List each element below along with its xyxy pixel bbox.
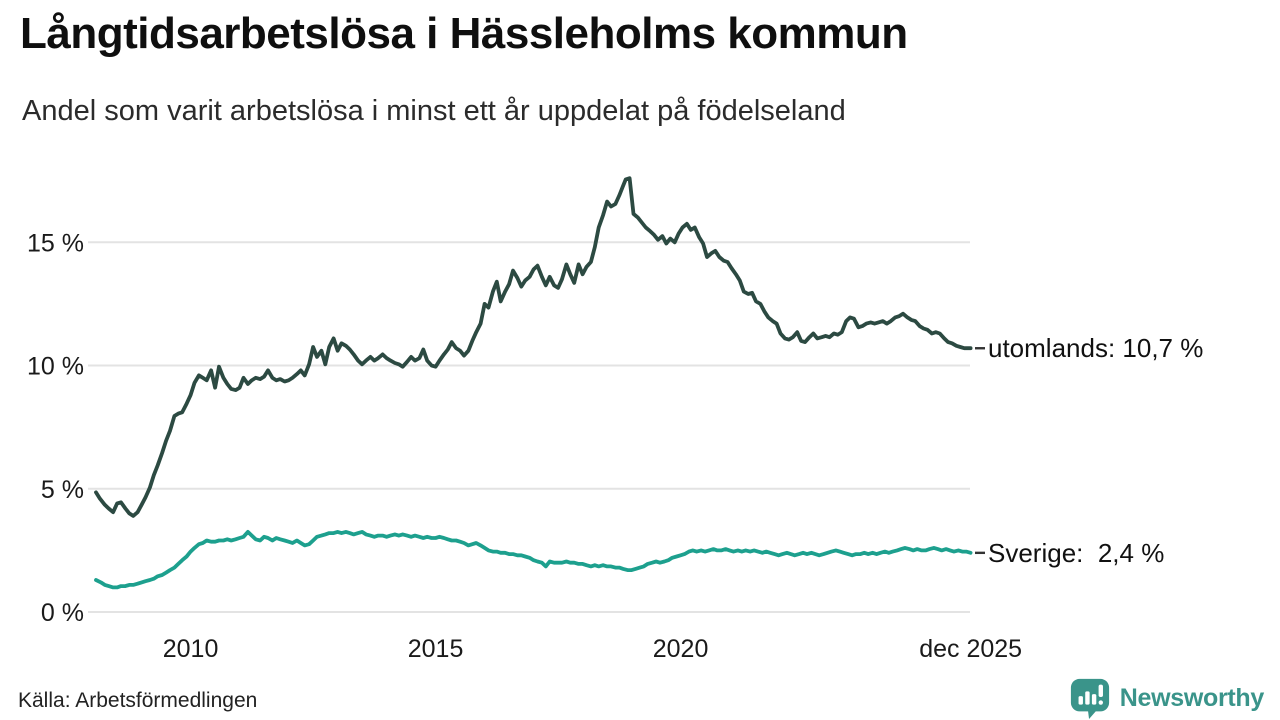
x-tick-label: 2020 <box>653 635 709 663</box>
y-axis-labels: 0 % 5 % 10 % 15 % <box>27 229 84 627</box>
series-line-sverige <box>94 530 973 590</box>
y-tick-label: 15 % <box>27 229 84 257</box>
series-line-utomlands <box>94 176 973 518</box>
series-end-labels: utomlands: 10,7 % Sverige: 2,4 % <box>975 333 1203 568</box>
y-tick-label: 0 % <box>41 599 84 627</box>
source-note: Källa: Arbetsförmedlingen <box>18 689 258 712</box>
newsworthy-bubble-chart-icon <box>1070 678 1109 719</box>
end-label-sverige: Sverige: 2,4 % <box>988 538 1164 568</box>
y-tick-label: 5 % <box>41 476 84 504</box>
end-label-utomlands: utomlands: 10,7 % <box>988 333 1203 363</box>
x-tick-label: dec 2025 <box>919 635 1022 663</box>
page-title: Långtidsarbetslösa i Hässleholms kommun <box>20 9 908 58</box>
x-axis-labels: 2010 2015 2020 dec 2025 <box>163 635 1022 663</box>
newsworthy-logo: Newsworthy <box>1069 676 1264 720</box>
x-tick-label: 2015 <box>408 635 464 663</box>
chart-subtitle: Andel som varit arbetslösa i minst ett å… <box>22 95 846 127</box>
x-tick-label: 2010 <box>163 635 219 663</box>
y-tick-label: 10 % <box>27 353 84 381</box>
series-lines <box>94 176 973 590</box>
gridlines <box>88 241 970 613</box>
newsworthy-wordmark: Newsworthy <box>1119 683 1265 712</box>
